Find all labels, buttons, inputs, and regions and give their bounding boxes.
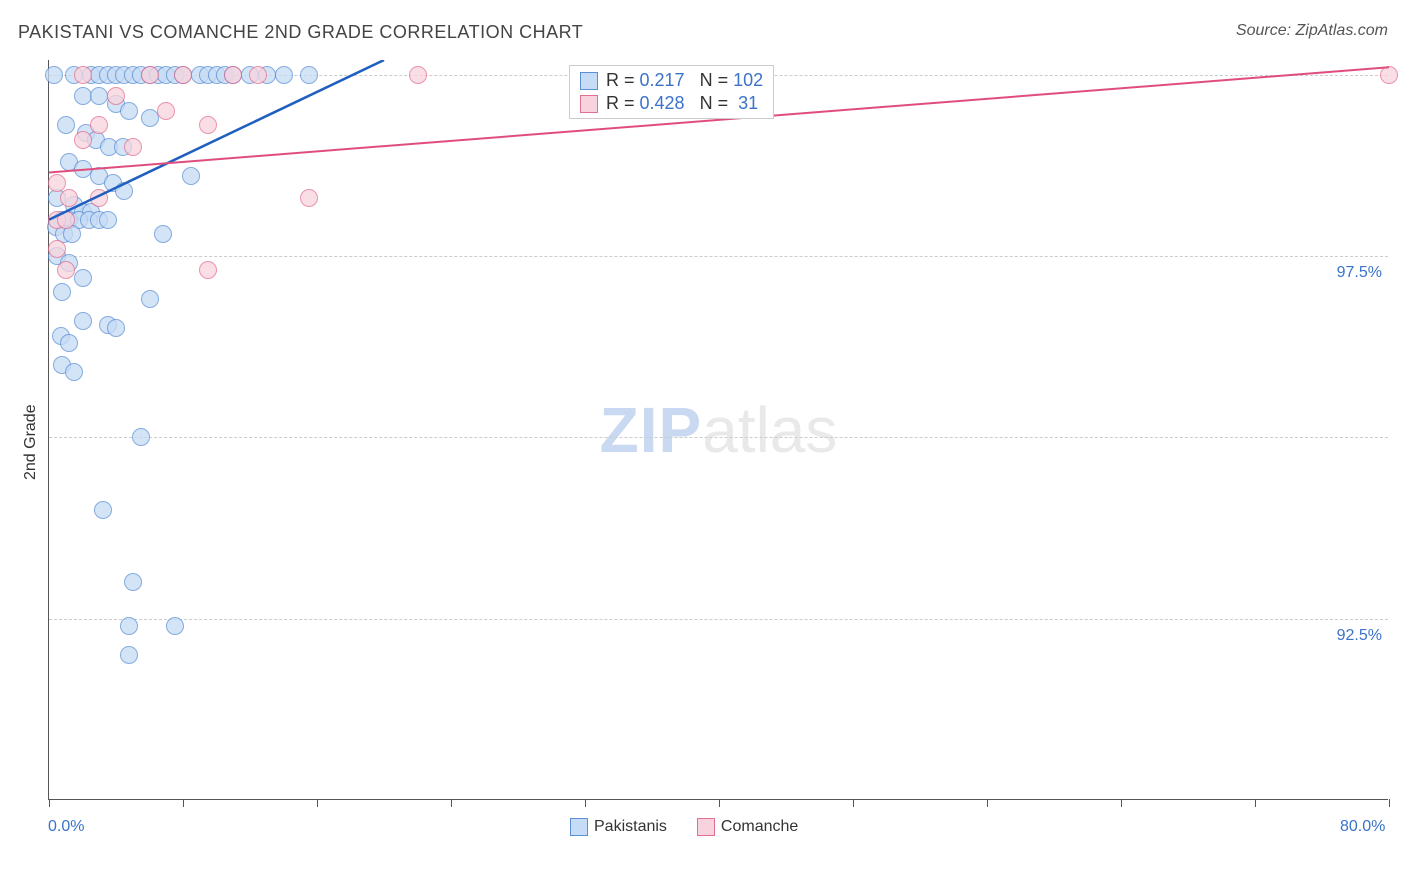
scatter-point — [174, 66, 192, 84]
plot-area: ZIPatlas 92.5% 97.5% R = 0.217 N = 102R = … — [48, 60, 1388, 800]
x-tick — [451, 799, 452, 807]
scatter-point — [120, 646, 138, 664]
scatter-point — [409, 66, 427, 84]
scatter-point — [57, 116, 75, 134]
scatter-point — [65, 363, 83, 381]
chart-title: PAKISTANI VS COMANCHE 2ND GRADE CORRELAT… — [18, 22, 583, 43]
x-tick — [1121, 799, 1122, 807]
scatter-point — [90, 87, 108, 105]
scatter-point — [90, 189, 108, 207]
y-tick-label: 97.5% — [1337, 264, 1382, 282]
scatter-point — [74, 160, 92, 178]
scatter-point — [182, 167, 200, 185]
scatter-point — [99, 211, 117, 229]
scatter-point — [90, 116, 108, 134]
scatter-point — [141, 66, 159, 84]
scatter-point — [57, 211, 75, 229]
scatter-point — [199, 116, 217, 134]
swatch-icon — [580, 72, 598, 90]
scatter-point — [115, 182, 133, 200]
x-tick — [585, 799, 586, 807]
y-axis-title: 2nd Grade — [22, 404, 40, 480]
scatter-point — [1380, 66, 1398, 84]
scatter-point — [60, 189, 78, 207]
legend-bottom: Pakistanis Comanche — [570, 818, 798, 836]
watermark-atlas: atlas — [702, 394, 837, 466]
legend-item-pakistanis: Pakistanis — [570, 818, 667, 836]
swatch-pakistanis-icon — [570, 818, 588, 836]
correlation-text: R = 0.428 N = 31 — [606, 93, 758, 114]
x-tick — [719, 799, 720, 807]
x-tick — [183, 799, 184, 807]
watermark-zip: ZIP — [600, 394, 703, 466]
scatter-point — [141, 290, 159, 308]
legend-item-comanche: Comanche — [697, 818, 798, 836]
scatter-point — [60, 334, 78, 352]
scatter-point — [124, 138, 142, 156]
y-tick-label: 92.5% — [1337, 627, 1382, 645]
scatter-point — [107, 319, 125, 337]
scatter-point — [300, 66, 318, 84]
legend-label-pakistanis: Pakistanis — [594, 818, 667, 836]
x-tick-label: 80.0% — [1340, 818, 1385, 836]
trend-lines — [49, 60, 1389, 800]
correlation-legend: R = 0.217 N = 102R = 0.428 N = 31 — [569, 65, 774, 119]
scatter-point — [57, 261, 75, 279]
scatter-point — [74, 66, 92, 84]
scatter-point — [120, 617, 138, 635]
scatter-point — [74, 312, 92, 330]
scatter-point — [45, 66, 63, 84]
correlation-legend-row: R = 0.217 N = 102 — [580, 70, 763, 91]
x-tick — [853, 799, 854, 807]
scatter-point — [166, 617, 184, 635]
scatter-point — [157, 102, 175, 120]
gridline — [49, 437, 1388, 438]
scatter-point — [94, 501, 112, 519]
source-label: Source: ZipAtlas.com — [1236, 22, 1388, 40]
x-tick — [317, 799, 318, 807]
scatter-point — [120, 102, 138, 120]
x-tick — [987, 799, 988, 807]
scatter-point — [74, 131, 92, 149]
scatter-point — [48, 240, 66, 258]
x-tick-label: 0.0% — [48, 818, 84, 836]
x-tick — [1255, 799, 1256, 807]
correlation-legend-row: R = 0.428 N = 31 — [580, 93, 763, 114]
scatter-point — [224, 66, 242, 84]
scatter-point — [300, 189, 318, 207]
legend-label-comanche: Comanche — [721, 818, 798, 836]
gridline — [49, 619, 1388, 620]
scatter-point — [249, 66, 267, 84]
scatter-point — [74, 87, 92, 105]
x-tick — [1389, 799, 1390, 807]
scatter-point — [154, 225, 172, 243]
scatter-point — [132, 428, 150, 446]
correlation-text: R = 0.217 N = 102 — [606, 70, 763, 91]
gridline — [49, 256, 1388, 257]
scatter-point — [53, 283, 71, 301]
scatter-point — [141, 109, 159, 127]
chart-container: PAKISTANI VS COMANCHE 2ND GRADE CORRELAT… — [0, 0, 1406, 892]
scatter-point — [275, 66, 293, 84]
scatter-point — [124, 573, 142, 591]
swatch-comanche-icon — [697, 818, 715, 836]
watermark: ZIPatlas — [600, 393, 838, 467]
scatter-point — [199, 261, 217, 279]
scatter-point — [74, 269, 92, 287]
x-tick — [49, 799, 50, 807]
swatch-icon — [580, 95, 598, 113]
